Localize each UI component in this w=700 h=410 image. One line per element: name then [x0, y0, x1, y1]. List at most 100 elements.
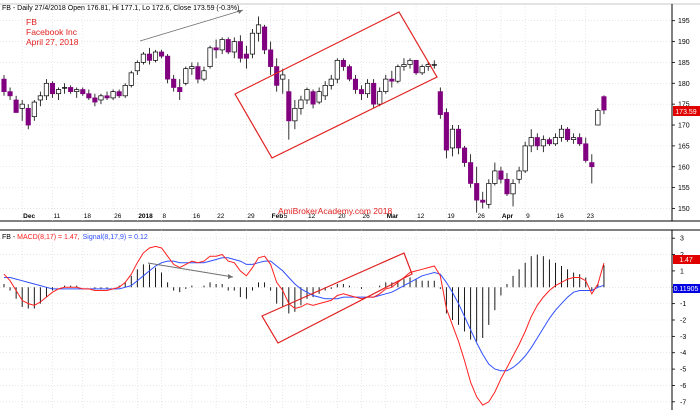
price-tick-label: 150 [678, 206, 690, 213]
candle [377, 87, 383, 107]
candle [280, 68, 286, 94]
candle [540, 135, 546, 153]
x-tick-label: Feb [272, 213, 284, 220]
candle-body [243, 53, 249, 59]
candle-body [595, 110, 601, 126]
candle-body [558, 128, 565, 138]
macd-trend-arrow-line [147, 262, 234, 278]
candle-body [601, 96, 607, 111]
candle [140, 51, 146, 65]
x-tick-label: 8 [163, 213, 167, 220]
candle-body [37, 95, 43, 101]
candle-body [201, 70, 207, 80]
macd-tick-label: 3 [680, 236, 684, 243]
candle-body [292, 107, 298, 122]
candle-body [92, 97, 98, 103]
candle-body [159, 51, 165, 57]
candle [37, 91, 43, 107]
candlestick-series [1, 16, 607, 213]
candle-body [328, 78, 334, 86]
price-channel-box [234, 11, 438, 159]
candle [413, 59, 419, 75]
candle-body [262, 26, 268, 51]
candle [334, 58, 340, 84]
price-header-info: FB - Daily 27/4/2018 Open 176.81, Hi 177… [2, 5, 239, 12]
price-tick-label: 170 [678, 123, 690, 130]
candle [522, 141, 528, 174]
candle-body [237, 41, 243, 59]
last-price-badge [673, 106, 700, 116]
candle-body [395, 66, 401, 82]
candle [577, 133, 583, 146]
candle [74, 87, 80, 98]
candle [589, 154, 595, 184]
x-tick-label: 29 [247, 213, 255, 220]
candle [510, 179, 516, 207]
candle-body [268, 49, 274, 67]
x-tick-label: 12 [417, 213, 425, 220]
price-tick-label: 195 [678, 18, 690, 25]
candle-body [152, 51, 159, 61]
x-tick-label: 11 [53, 213, 60, 220]
candle-body [540, 139, 546, 147]
candle-body [298, 99, 304, 109]
x-tick-label: Apr [502, 213, 514, 220]
candle-body [449, 128, 455, 149]
candle-body [134, 62, 140, 72]
candle [298, 95, 304, 115]
price-tick-label: 165 [678, 143, 690, 150]
candle-body [171, 78, 177, 88]
macd-tick-label: -4 [680, 350, 686, 357]
candle-body [534, 137, 540, 147]
candle [43, 79, 49, 100]
candle [49, 81, 56, 98]
candle [437, 87, 443, 119]
candle [358, 85, 365, 100]
candle-body [365, 82, 371, 95]
candle-body [546, 139, 552, 145]
candle [601, 95, 607, 115]
candle-body [552, 137, 559, 145]
candle [262, 24, 268, 55]
candle-body [346, 66, 352, 80]
candle-body [31, 101, 37, 118]
candle [249, 29, 256, 59]
macd-tick-label: -3 [680, 334, 686, 341]
candle [255, 16, 262, 42]
candle-body [571, 137, 577, 140]
candle [68, 85, 74, 94]
price-pane: Dec 11 18 26 2018 8 16 22 29 Feb 5 12 20 26 Mar 12 19 26 A… [0, 3, 700, 222]
candle [104, 91, 110, 100]
candle [86, 89, 92, 100]
macd-tick-label: -5 [680, 367, 686, 374]
candle [552, 133, 559, 146]
candle [219, 37, 225, 55]
candle-body [352, 78, 359, 90]
candle-body [183, 68, 189, 84]
candle-body [334, 59, 340, 80]
candle [383, 74, 389, 94]
x-tick-label: 2018 [138, 213, 153, 220]
macd-tick-label: -7 [680, 399, 686, 406]
signal-value-badge [673, 284, 700, 293]
candle [407, 58, 413, 69]
candle-body [583, 143, 589, 161]
candle-body [249, 32, 256, 55]
candle-body [255, 24, 262, 34]
macd-legend-signal: Signal(8,17,9) = 0.12 [83, 234, 148, 241]
candle-body [225, 39, 231, 53]
candle [395, 64, 401, 84]
candle-body [455, 128, 462, 149]
signal-value: 0.11905 [674, 286, 699, 293]
candle [195, 62, 201, 84]
candle [243, 45, 249, 69]
candle-body [219, 39, 225, 51]
candle-body [146, 53, 152, 61]
candle-body [213, 47, 219, 51]
candle-body [498, 170, 504, 180]
x-tick-label: Mar [387, 213, 399, 220]
macd-legend-prefix: FB - [2, 234, 17, 241]
candle-body [358, 89, 365, 95]
candle [595, 108, 601, 126]
candle-body [565, 128, 571, 140]
